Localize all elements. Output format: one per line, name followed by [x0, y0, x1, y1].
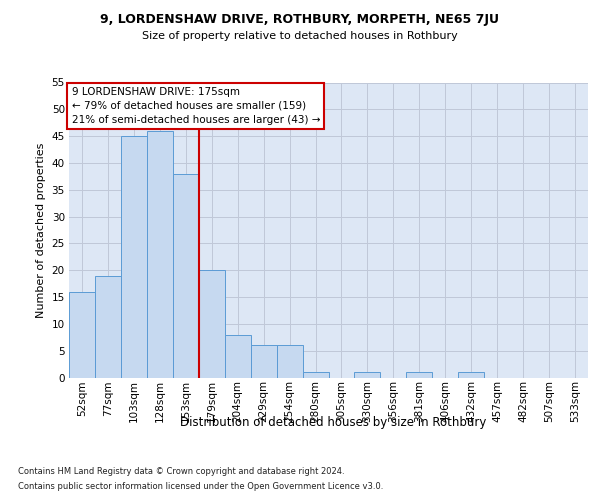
Bar — [121, 136, 147, 378]
Text: Contains HM Land Registry data © Crown copyright and database right 2024.: Contains HM Land Registry data © Crown c… — [18, 467, 344, 476]
Bar — [95, 276, 121, 378]
Text: 9 LORDENSHAW DRIVE: 175sqm
← 79% of detached houses are smaller (159)
21% of sem: 9 LORDENSHAW DRIVE: 175sqm ← 79% of deta… — [71, 87, 320, 125]
Bar — [302, 372, 329, 378]
Text: Size of property relative to detached houses in Rothbury: Size of property relative to detached ho… — [142, 31, 458, 41]
Bar — [69, 292, 95, 378]
Bar — [277, 346, 302, 378]
Bar — [199, 270, 224, 378]
Text: Contains public sector information licensed under the Open Government Licence v3: Contains public sector information licen… — [18, 482, 383, 491]
Bar — [406, 372, 432, 378]
Bar — [251, 346, 277, 378]
Bar — [147, 131, 173, 378]
Text: Distribution of detached houses by size in Rothbury: Distribution of detached houses by size … — [180, 416, 486, 429]
Bar — [458, 372, 484, 378]
Bar — [173, 174, 199, 378]
Bar — [225, 334, 251, 378]
Text: 9, LORDENSHAW DRIVE, ROTHBURY, MORPETH, NE65 7JU: 9, LORDENSHAW DRIVE, ROTHBURY, MORPETH, … — [101, 12, 499, 26]
Bar — [355, 372, 380, 378]
Y-axis label: Number of detached properties: Number of detached properties — [36, 142, 46, 318]
